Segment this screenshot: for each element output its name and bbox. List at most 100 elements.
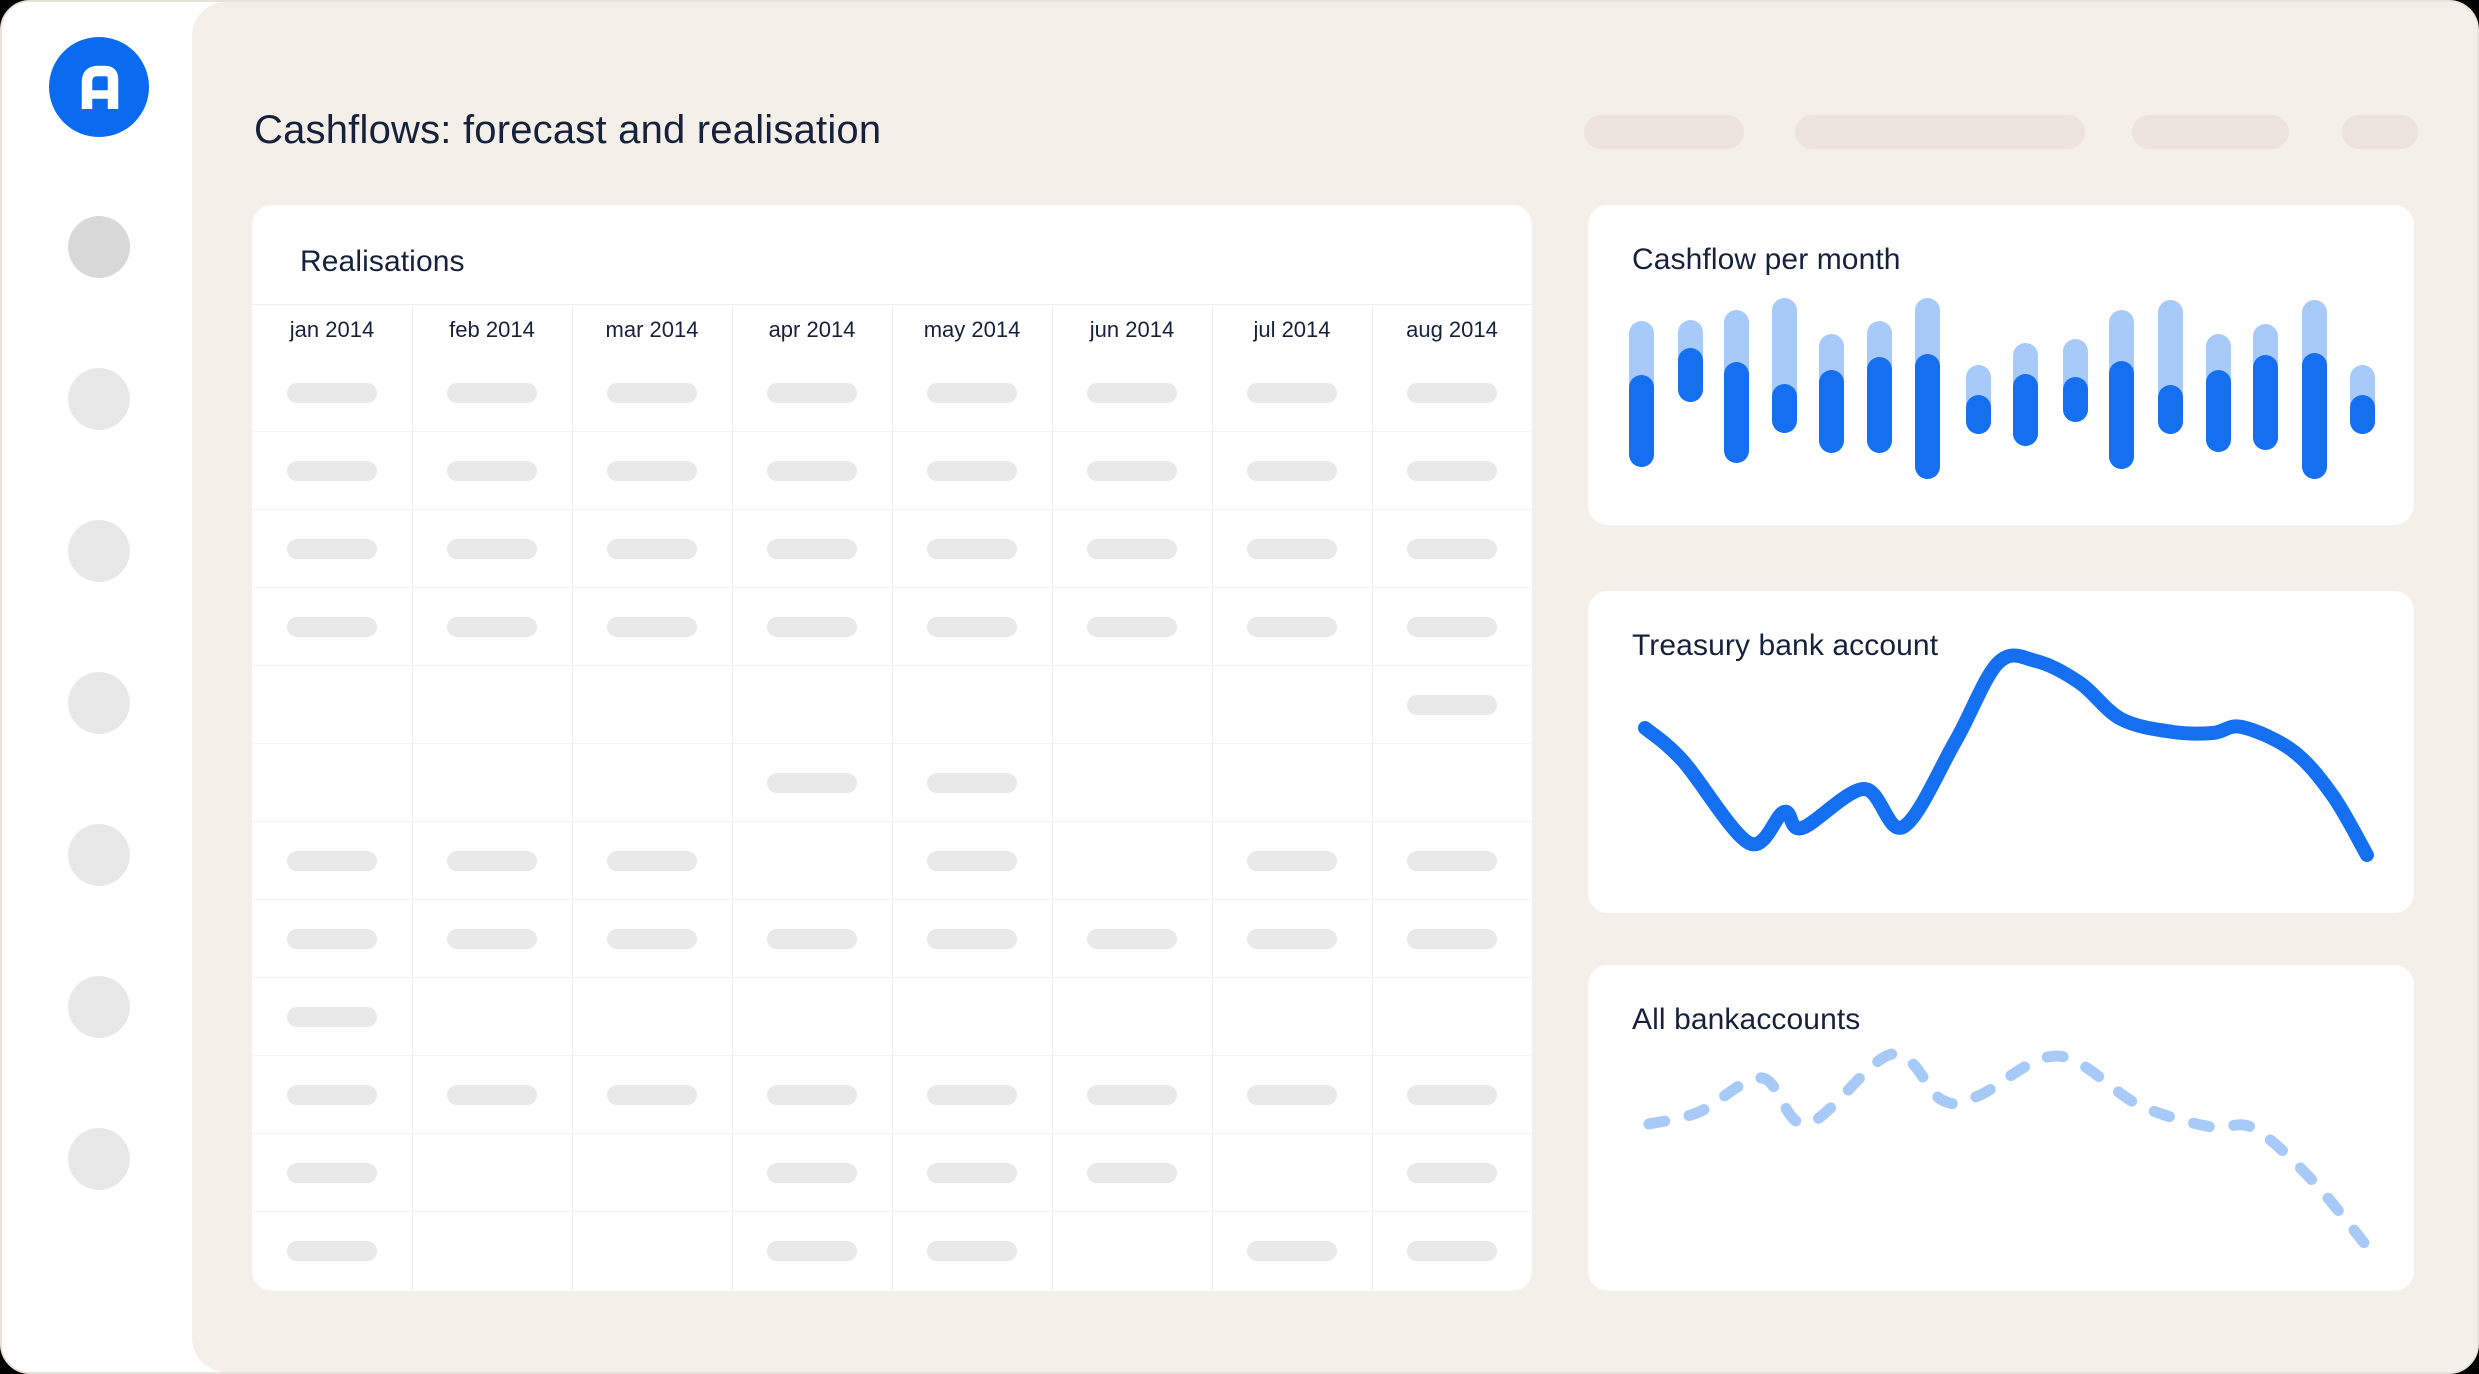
cashflow-bar-chart (1588, 205, 2414, 525)
toolbar-skeleton-button[interactable] (2132, 115, 2289, 149)
cell-placeholder (927, 1085, 1017, 1105)
table-cell (732, 822, 892, 899)
table-cell (252, 588, 412, 665)
cashflow-per-month-card: Cashflow per month (1588, 205, 2414, 525)
table-cell (1052, 1212, 1212, 1290)
cell-placeholder (1407, 383, 1497, 403)
cell-placeholder (927, 851, 1017, 871)
cell-placeholder (1087, 617, 1177, 637)
treasury-bank-account-card: Treasury bank account (1588, 591, 2414, 913)
table-cell (252, 744, 412, 821)
table-cell (1212, 354, 1372, 431)
table-cell (892, 822, 1052, 899)
cell-placeholder (1247, 461, 1337, 481)
table-cell (412, 510, 572, 587)
table-cell (1212, 900, 1372, 977)
cell-placeholder (447, 539, 537, 559)
table-header-row: jan 2014 feb 2014 mar 2014 apr 2014 may 2014… (252, 305, 1532, 354)
realisation-bar (2205, 370, 2231, 452)
sidebar-nav-item[interactable] (68, 824, 130, 886)
cell-placeholder (1407, 851, 1497, 871)
cell-placeholder (767, 773, 857, 793)
table-cell (412, 744, 572, 821)
table-cell (892, 744, 1052, 821)
cell-placeholder (767, 617, 857, 637)
column-header: apr 2014 (768, 316, 856, 342)
table-cell (572, 978, 732, 1055)
treasury-title: Treasury bank account (1632, 629, 1939, 662)
table-cell (732, 432, 892, 509)
cell-placeholder (287, 461, 377, 481)
table-cell (252, 666, 412, 743)
cell-placeholder (1407, 1085, 1497, 1105)
table-cell (1372, 1212, 1532, 1290)
table-cell (1372, 666, 1532, 743)
table-cell (732, 1212, 892, 1290)
cell-placeholder (927, 929, 1017, 949)
app-logo[interactable] (49, 37, 149, 137)
cell-placeholder (287, 1241, 377, 1261)
table-cell (412, 900, 572, 977)
table-cell (412, 978, 572, 1055)
sidebar-nav-item[interactable] (68, 216, 130, 278)
realisation-bar (1771, 384, 1797, 433)
column-header: jun 2014 (1089, 316, 1175, 342)
sidebar-nav-item[interactable] (68, 520, 130, 582)
realisation-bar (2157, 385, 2183, 434)
cell-placeholder (1087, 383, 1177, 403)
cell-placeholder (767, 539, 857, 559)
realisation-bar (2062, 377, 2088, 422)
table-cell (1212, 1212, 1372, 1290)
realisation-bar (1628, 375, 1654, 467)
realisation-bar (1677, 348, 1703, 402)
table-cell (1212, 588, 1372, 665)
table-cell (1052, 510, 1212, 587)
table-cell (252, 822, 412, 899)
sidebar-nav-item[interactable] (68, 368, 130, 430)
table-cell (1212, 1056, 1372, 1133)
table-cell (1212, 744, 1372, 821)
toolbar-skeleton-button[interactable] (1795, 115, 2085, 149)
table-cell (1212, 666, 1372, 743)
all-bankaccounts-card: All bankaccounts (1588, 965, 2414, 1291)
table-cell (732, 978, 892, 1055)
cell-placeholder (1407, 695, 1497, 715)
table-cell (732, 900, 892, 977)
cell-placeholder (287, 1007, 377, 1027)
table-cell (732, 744, 892, 821)
sidebar-nav-item[interactable] (68, 1128, 130, 1190)
cell-placeholder (1247, 383, 1337, 403)
cell-placeholder (607, 1085, 697, 1105)
sidebar-nav-item[interactable] (68, 672, 130, 734)
cell-placeholder (447, 461, 537, 481)
cell-placeholder (447, 383, 537, 403)
cell-placeholder (607, 929, 697, 949)
toolbar-skeleton-button[interactable] (2342, 115, 2418, 149)
table-row (252, 1212, 1532, 1290)
toolbar-skeleton-button[interactable] (1584, 115, 1744, 149)
table-cell (412, 432, 572, 509)
table-cell (1372, 900, 1532, 977)
table-cell (1372, 432, 1532, 509)
realisation-bar (1818, 370, 1844, 453)
cell-placeholder (287, 383, 377, 403)
cell-placeholder (927, 773, 1017, 793)
column-header: jan 2014 (289, 316, 375, 342)
column-header: mar 2014 (605, 316, 699, 342)
column-header: feb 2014 (449, 316, 535, 342)
sidebar-nav-item[interactable] (68, 976, 130, 1038)
table-cell (572, 510, 732, 587)
table-cell (732, 588, 892, 665)
table-cell (1212, 432, 1372, 509)
cell-placeholder (1087, 461, 1177, 481)
cell-placeholder (1407, 539, 1497, 559)
table-row (252, 1134, 1532, 1212)
table-cell (252, 510, 412, 587)
table-cell (572, 1134, 732, 1211)
table-cell (412, 1056, 572, 1133)
table-cell (1052, 1056, 1212, 1133)
table-cell (572, 588, 732, 665)
table-cell (1052, 432, 1212, 509)
table-cell (1372, 588, 1532, 665)
table-cell (732, 1134, 892, 1211)
